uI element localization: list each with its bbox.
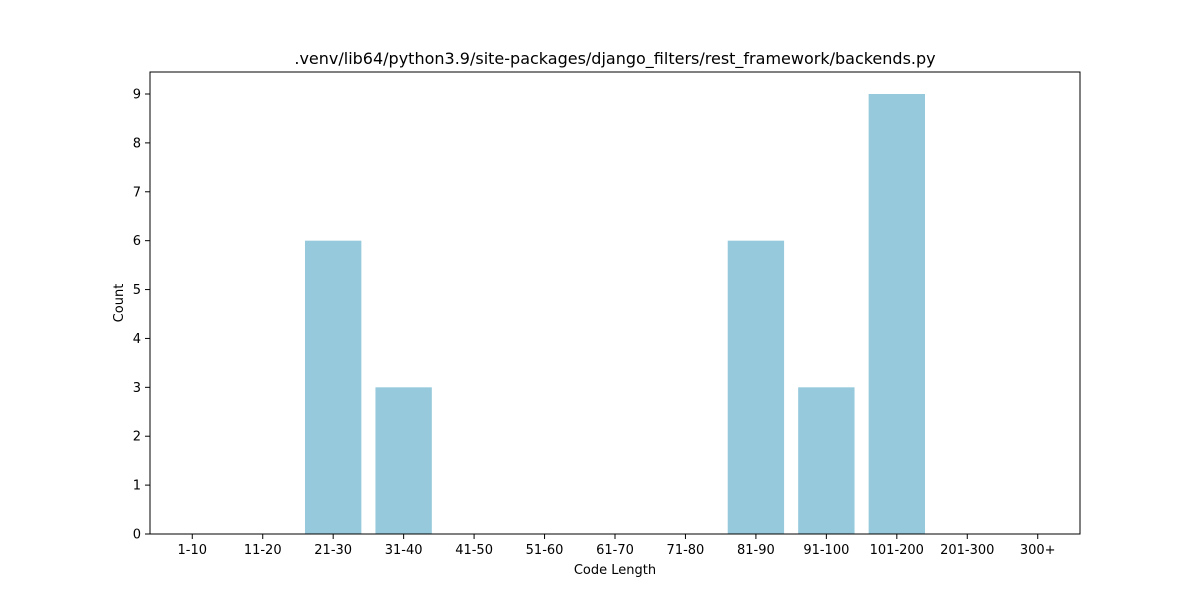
x-tick-label: 51-60 <box>526 543 564 558</box>
x-tick-label: 31-40 <box>385 543 423 558</box>
x-tick-label: 1-10 <box>178 543 208 558</box>
y-axis-label: Count <box>112 284 127 323</box>
chart-title: .venv/lib64/python3.9/site-packages/djan… <box>294 49 935 69</box>
x-tick-label: 300+ <box>1020 543 1056 558</box>
y-tick-label: 4 <box>133 332 141 347</box>
bars-group <box>305 94 925 535</box>
bar-31-40 <box>375 387 432 534</box>
x-tick-label: 61-70 <box>596 543 634 558</box>
x-tick-label: 71-80 <box>667 543 705 558</box>
bar-91-100 <box>798 387 855 534</box>
y-tick-label: 0 <box>133 528 141 543</box>
plot-frame <box>149 71 1081 535</box>
bar-101-200 <box>868 94 925 534</box>
y-tick-label: 9 <box>133 88 141 103</box>
y-tick-label: 8 <box>133 136 141 151</box>
y-tick-label: 7 <box>133 185 141 200</box>
x-tick-label: 11-20 <box>244 543 282 558</box>
y-tick-label: 1 <box>133 479 141 494</box>
x-tick-label: 81-90 <box>737 543 775 558</box>
x-tick-label: 41-50 <box>455 543 493 558</box>
x-axis-label: Code Length <box>574 563 656 578</box>
x-tick-label: 91-100 <box>803 543 849 558</box>
y-tick-label: 5 <box>133 283 141 298</box>
x-tick-label: 101-200 <box>870 543 924 558</box>
y-tick-label: 2 <box>133 430 141 445</box>
y-tick-label: 3 <box>133 381 141 396</box>
y-tick-label: 6 <box>133 234 141 249</box>
y-axis: 0 1 2 3 4 5 6 7 8 9 <box>133 88 150 543</box>
bar-21-30 <box>305 240 362 535</box>
x-tick-label: 201-300 <box>940 543 994 558</box>
x-axis: 1-10 11-20 21-30 31-40 41-50 51-60 61-70 71-80 8… <box>178 534 1056 558</box>
x-tick-label: 21-30 <box>314 543 352 558</box>
bar-81-90 <box>727 240 785 535</box>
